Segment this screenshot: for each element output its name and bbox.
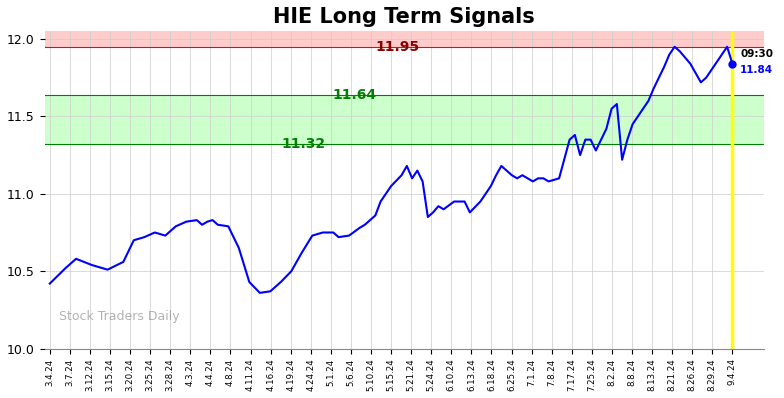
Text: 11.32: 11.32 bbox=[282, 137, 326, 151]
Bar bbox=[45, 31, 764, 47]
Text: 09:30: 09:30 bbox=[740, 49, 773, 59]
Text: 11.84: 11.84 bbox=[740, 65, 773, 75]
Title: HIE Long Term Signals: HIE Long Term Signals bbox=[274, 7, 535, 27]
Text: 11.95: 11.95 bbox=[376, 40, 419, 54]
Text: Stock Traders Daily: Stock Traders Daily bbox=[59, 310, 180, 323]
Text: 11.64: 11.64 bbox=[332, 88, 376, 102]
Bar bbox=[45, 95, 764, 144]
